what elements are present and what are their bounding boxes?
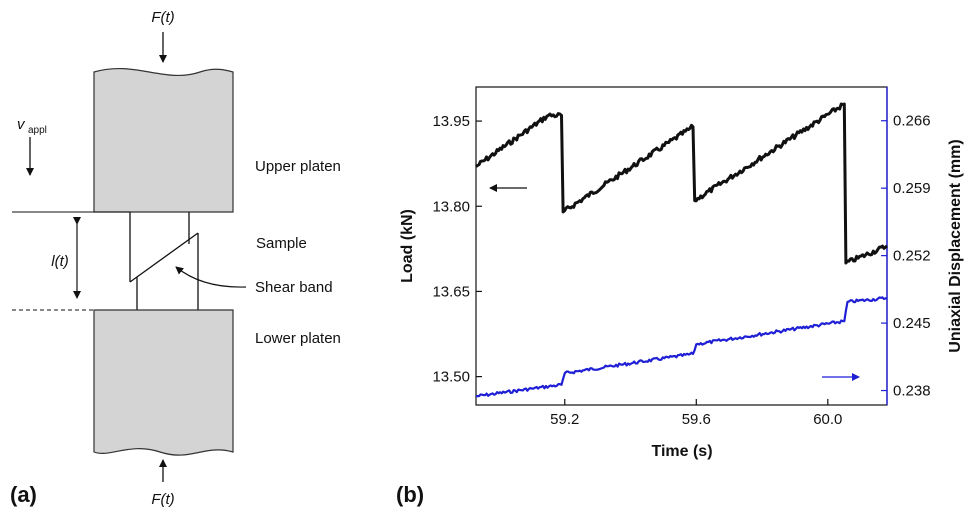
panel-a-diagram: F(t) v appl l(t) F(t) Upper platen Sa <box>10 9 341 508</box>
y-left-tick-label: 13.65 <box>432 283 470 300</box>
length-label: l(t) <box>51 253 69 270</box>
lower-platen <box>93 309 234 456</box>
x-tick-label: 60.0 <box>813 411 842 428</box>
y-right-tick-label: 0.252 <box>893 248 931 265</box>
sample <box>129 212 199 310</box>
x-axis-title: Time (s) <box>651 443 712 460</box>
right-y-ticks: 0.238 0.245 0.252 0.259 0.266 <box>881 113 931 400</box>
panel-b-label: (b) <box>396 482 424 507</box>
y-right-tick-label: 0.245 <box>893 315 931 332</box>
displacement-series-line <box>475 296 888 398</box>
y-right-tick-label: 0.259 <box>893 180 931 197</box>
y-right-axis-title: Uniaxial Displacement (mm) <box>947 139 964 352</box>
y-right-tick-label: 0.238 <box>893 383 931 400</box>
y-left-tick-label: 13.95 <box>432 113 470 130</box>
velocity-label: v <box>17 116 26 133</box>
upper-platen-label: Upper platen <box>255 158 341 175</box>
shear-band-label: Shear band <box>255 279 333 296</box>
x-ticks: 59.2 59.6 60.0 <box>550 399 842 428</box>
y-right-tick-label: 0.266 <box>893 113 931 130</box>
shear-band-pointer <box>175 266 247 288</box>
upper-platen <box>93 67 234 213</box>
y-left-tick-label: 13.80 <box>432 198 470 215</box>
left-y-ticks: 13.50 13.65 13.80 13.95 <box>432 113 482 386</box>
y-left-tick-label: 13.50 <box>432 369 470 386</box>
load-series-line <box>475 102 888 265</box>
velocity-subscript: appl <box>28 125 47 136</box>
y-left-axis-title: Load (kN) <box>399 209 416 283</box>
panel-b-chart: 13.50 13.65 13.80 13.95 0.238 0.245 0.252 0.25… <box>396 86 964 507</box>
force-top-label: F(t) <box>151 9 174 26</box>
panel-a-label: (a) <box>10 482 37 507</box>
force-bottom-label: F(t) <box>151 491 174 508</box>
x-tick-label: 59.2 <box>550 411 579 428</box>
x-tick-label: 59.6 <box>682 411 711 428</box>
lower-platen-label: Lower platen <box>255 330 341 347</box>
sample-label: Sample <box>256 235 307 252</box>
